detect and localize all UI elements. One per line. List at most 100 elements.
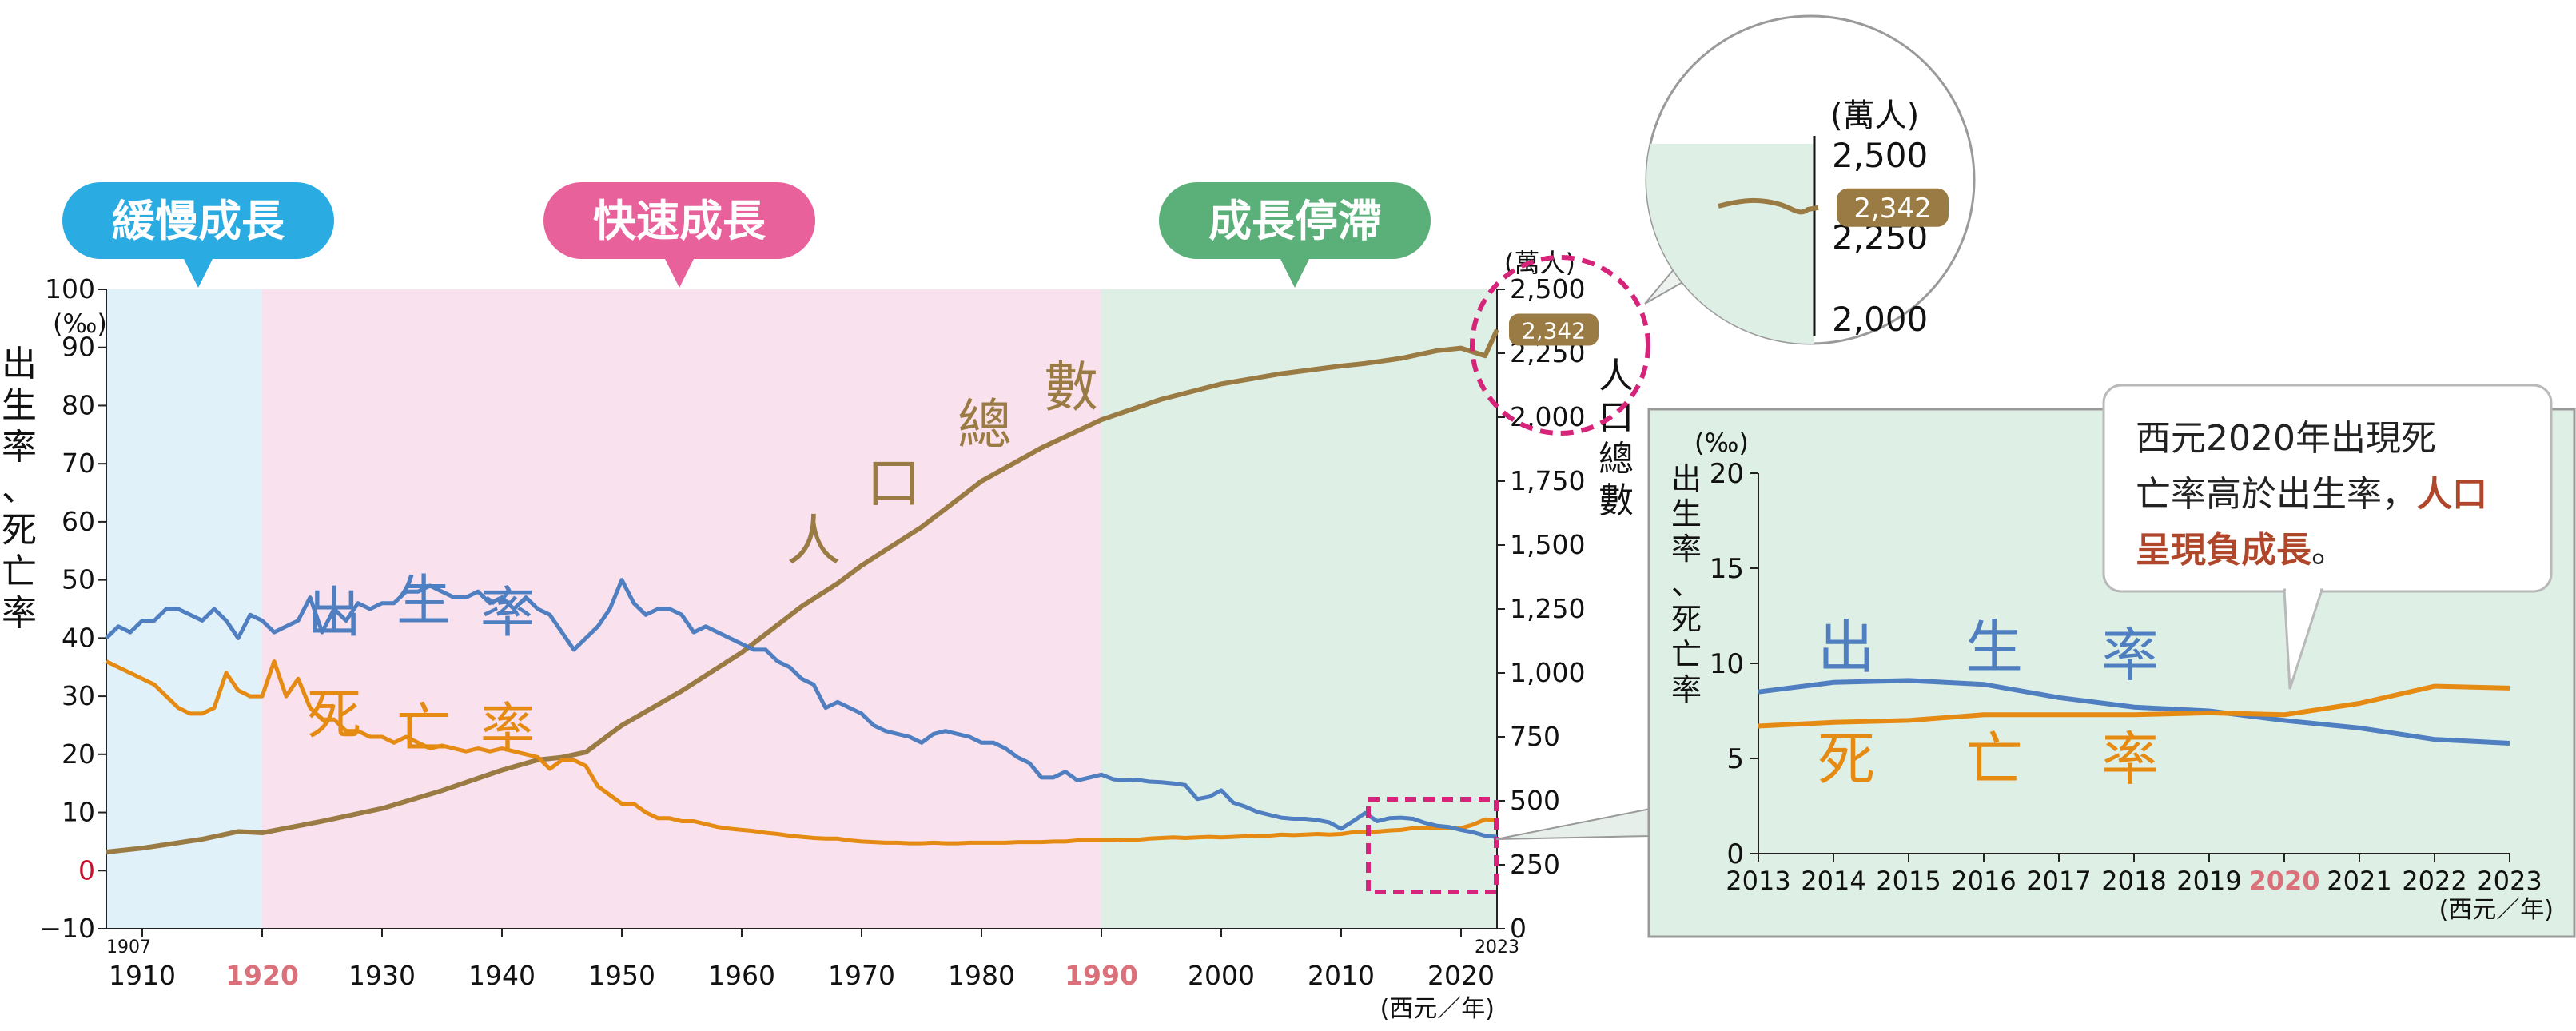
x-tick-label: 1980	[948, 960, 1015, 991]
right-tick-label: 1,000	[1510, 657, 1585, 688]
inset-x-tick-label: 2019	[2176, 866, 2241, 896]
note-text-line3: 呈現負成長。	[2136, 530, 2347, 571]
death-rate-line	[105, 659, 1498, 846]
right-tick-label: 0	[1510, 913, 1527, 944]
population-label-char: 人	[786, 510, 841, 573]
inset-x-tick-label: 2022	[2402, 866, 2467, 896]
left-tick-label: 20	[62, 738, 95, 770]
left-tick-label: 0	[78, 854, 95, 886]
note-text-line1: 西元2020年出現死	[2136, 418, 2436, 459]
inset-birth-label-char: 出	[1818, 614, 1875, 681]
inset-death-label-char: 亡	[1965, 726, 2023, 793]
right-tick-label: 2,000	[1510, 401, 1585, 432]
phase-badge	[543, 182, 815, 259]
right-tick-label: 1,750	[1510, 465, 1585, 496]
x-tick-label: 1930	[348, 960, 416, 991]
inset-y-tick-label: 10	[1710, 648, 1744, 680]
inset-x-tick-label: 2015	[1876, 866, 1941, 896]
inset-chart: 0 5 10 15 20 2013 2014 2015 2016 2017 2018 2019 2020…	[1495, 384, 2576, 938]
inset-axis-label-char: 出	[1671, 461, 1702, 496]
left-tick-label: 30	[62, 680, 95, 711]
phase-badge-pointer	[182, 256, 214, 288]
inset-axis-label-char: 、	[1671, 567, 1702, 602]
left-tick-label: 100	[45, 273, 95, 305]
note-text-end: 。	[2311, 530, 2347, 571]
right-tick-label: 1,500	[1510, 529, 1585, 560]
left-tick-label: 60	[62, 506, 95, 537]
zoom-band	[1646, 144, 1814, 344]
zoom-value-tag	[1837, 188, 1949, 227]
inset-birth-label-char: 率	[2101, 622, 2159, 689]
birth-rate-label-char: 生	[396, 570, 451, 633]
right-axis-label-char: 數	[1599, 480, 1634, 521]
inset-axis-label-char: 死	[1671, 602, 1702, 637]
note-emphasis-part1: 人口	[2417, 474, 2487, 515]
population-end-tag-label: 2,342	[1522, 318, 1586, 344]
inset-y-tick-label: 15	[1710, 553, 1744, 585]
left-tick-label: 50	[62, 564, 95, 595]
phase-badge-pointer	[1279, 256, 1311, 288]
zoom-tick-label: 2,000	[1832, 300, 1928, 339]
x-start-label: 1907	[106, 937, 151, 957]
population-label-char: 數	[1044, 356, 1098, 420]
phase-band	[106, 289, 262, 929]
inset-x-unit: (西元／年)	[2439, 896, 2554, 924]
death-rate-label-char: 亡	[396, 698, 451, 761]
x-tick-label: 2010	[1308, 960, 1375, 991]
highlight-circle	[1470, 255, 1650, 436]
phase-badge-label: 快速成長	[593, 196, 766, 246]
right-axis-label-char: 總	[1599, 439, 1634, 480]
inset-x-tick-label: 2016	[1951, 866, 2016, 896]
death-rate-label-char: 死	[307, 684, 361, 747]
x-tick-label: 1950	[588, 960, 655, 991]
zoom-inner	[1646, 136, 1819, 344]
right-axis-label-char: 人	[1599, 356, 1634, 396]
zoom-value-tag-label: 2,342	[1853, 193, 1931, 225]
left-tick-label: 80	[62, 389, 95, 420]
x-tick-label: 2000	[1188, 960, 1255, 991]
zoom-unit: (萬人)	[1830, 98, 1919, 134]
inset-y-tick-label: 0	[1726, 838, 1744, 870]
phase-badge-pointer	[663, 256, 695, 288]
population-label-char: 口	[866, 452, 921, 516]
right-axis-unit: (萬人)	[1504, 248, 1575, 278]
left-axis-label-char: 亡	[2, 551, 37, 592]
right-axis-label-char: 口	[1599, 397, 1634, 438]
highlight-rect	[1366, 797, 1499, 894]
right-tick-label: 500	[1510, 785, 1560, 816]
x-tick-label: 1990	[1065, 960, 1138, 991]
inset-x-tick-label: 2018	[2101, 866, 2166, 896]
inset-death-label-char: 率	[2101, 726, 2159, 793]
left-tick-label: 70	[62, 448, 95, 479]
left-axis-label-char: 、	[2, 468, 37, 509]
main-chart: 緩慢成長 快速成長 成長停滯 −10 0 10 20 30 40 50 60 70 80 90 100 (‰)…	[2, 182, 1650, 1023]
zoom-population-line	[1718, 197, 1819, 215]
right-tick-label: 250	[1510, 849, 1560, 880]
birth-rate-label-char: 率	[480, 582, 535, 645]
left-tick-label: 10	[62, 797, 95, 828]
inset-death-rate-line	[1758, 683, 2510, 729]
inset-x-tick-label: 2020	[2248, 866, 2319, 896]
right-tick-label: 2,500	[1510, 273, 1585, 305]
x-axis-unit: (西元／年)	[1380, 995, 1495, 1023]
x-end-label: 2023	[1475, 937, 1519, 957]
inset-x-tick-label: 2013	[1726, 866, 1790, 896]
birth-rate-line	[105, 578, 1498, 839]
inset-birth-rate-line	[1758, 678, 2510, 746]
left-axis-label-char: 生	[2, 385, 37, 426]
phase-band	[1101, 289, 1497, 929]
note-text-line2: 亡率高於出生率，人口	[2136, 474, 2487, 515]
left-tick-label: 40	[62, 622, 95, 653]
inset-x-tick-label: 2023	[2477, 866, 2542, 896]
inset-axis-label-char: 生	[1671, 496, 1702, 531]
x-tick-label: 1940	[468, 960, 536, 991]
population-end-tag	[1509, 313, 1599, 346]
right-tick-label: 1,250	[1510, 593, 1585, 624]
death-rate-label-char: 率	[480, 698, 535, 761]
inset-y-tick-label: 20	[1710, 458, 1744, 490]
left-axis-unit: (‰)	[53, 309, 107, 339]
left-axis-label-char: 率	[2, 427, 37, 468]
x-tick-label: 1910	[109, 960, 176, 991]
